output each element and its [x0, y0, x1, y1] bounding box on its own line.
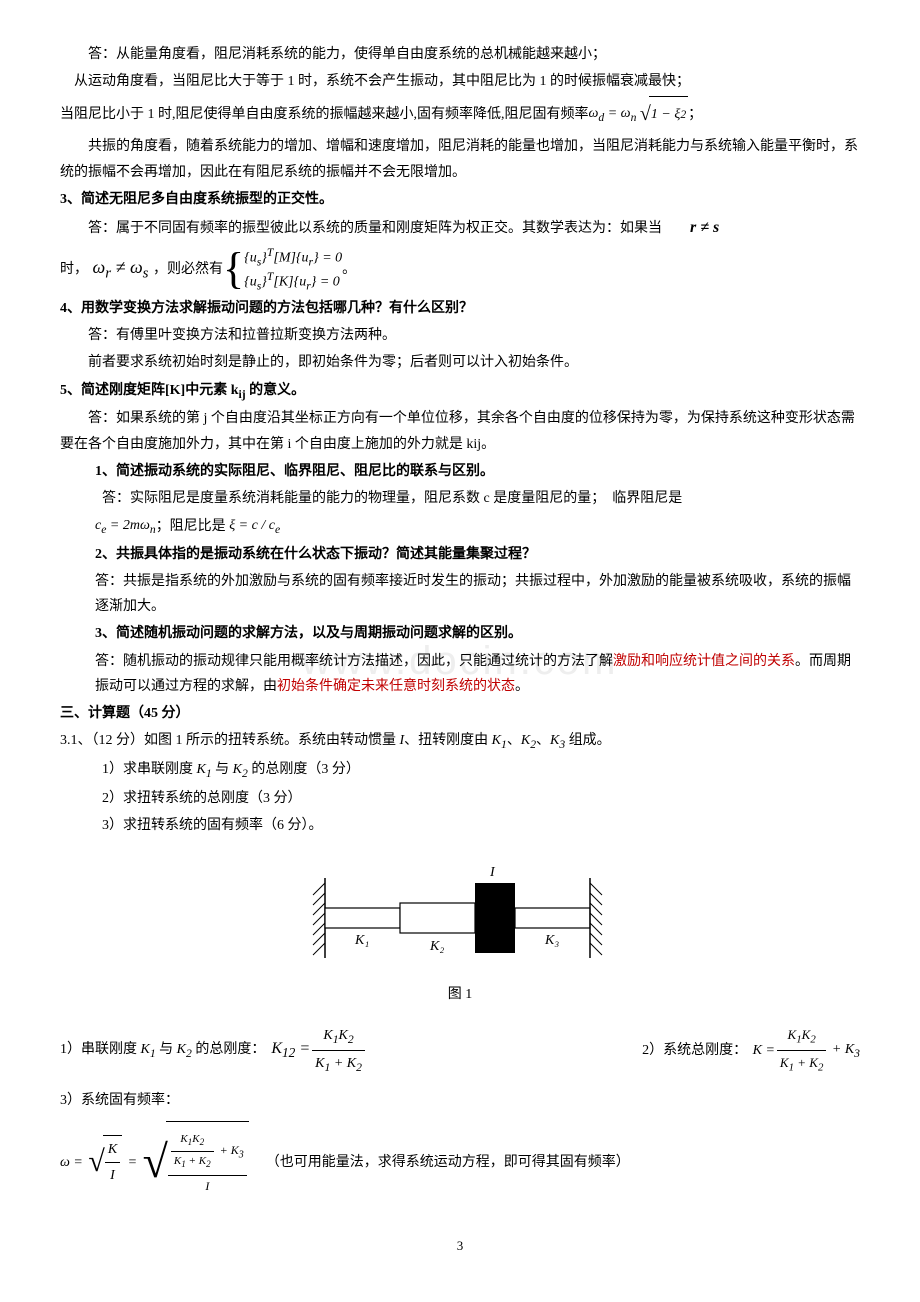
- answer-2: 2）系统总刚度： K = K1K2 K1 + K2 + K3: [642, 1023, 860, 1078]
- a1-den: K1 + K2: [312, 1051, 365, 1078]
- a2-den: K1 + K2: [777, 1051, 826, 1078]
- text-mid: ；阻尼比是: [156, 514, 226, 539]
- answer-sub1-formula: ce = 2mωn ；阻尼比是 ξ = c / ce: [60, 513, 860, 540]
- label-a1: 1）串联刚度 K1 与 K2 的总刚度：: [60, 1037, 265, 1064]
- answer-sub3: 答：随机振动的振动规律只能用概率统计方法描述，因此，只能通过统计的方法了解激励和…: [60, 649, 860, 699]
- answer-3-formula: ω = √ K I = √ K1K2 K1 + K2 + K3 I: [60, 1121, 860, 1204]
- omega: ω =: [60, 1150, 86, 1175]
- formula-omega-neq: ωr ≠ ωs: [88, 251, 153, 288]
- text-shi: 时，: [60, 257, 88, 282]
- q3-1-2: 2）求扭转系统的总刚度（3 分）: [60, 786, 860, 811]
- formula-xi: ξ = c / ce: [226, 513, 280, 540]
- answer-orthogonality-2: 时， ωr ≠ ωs ，则必然有 { {us}T[M]{ur} = 0 {us}…: [60, 245, 860, 294]
- text-post: 临界阻尼是: [612, 486, 682, 511]
- a2-num: K1K2: [777, 1023, 826, 1051]
- subheading-2: 2、共振具体指的是振动系统在什么状态下振动？简述其能量集聚过程？: [60, 542, 860, 567]
- label-a2: 2）系统总刚度：: [642, 1038, 747, 1063]
- text-pre: 答：实际阻尼是度量系统消耗能量的能力的物理量，阻尼系数 c 是度量阻尼的量；: [102, 486, 605, 511]
- answer-4a: 答：有傅里叶变换方法和拉普拉斯变换方法两种。: [60, 323, 860, 348]
- subheading-3: 3、简述随机振动问题的求解方法，以及与周期振动问题求解的区别。: [60, 621, 860, 646]
- brace-line-2: {us}T[K]{ur} = 0: [244, 269, 342, 294]
- answer-sub2: 答：共振是指系统的外加激励与系统的固有频率接近时发生的振动；共振过程中，外加激励…: [60, 569, 860, 619]
- diagram-figure-1: K₁ K₂ I K₃: [60, 858, 860, 977]
- a1-num: K1K2: [312, 1023, 365, 1051]
- text-then: ，则必然有: [153, 257, 223, 282]
- q3-1: 3.1、（12 分）如图 1 所示的扭转系统。系统由转动惯量 I、扭转刚度由 K…: [60, 728, 860, 755]
- svg-text:K₃: K₃: [544, 933, 559, 948]
- a1-frac: K1K2 K1 + K2: [312, 1023, 365, 1078]
- svg-text:K₁: K₁: [354, 933, 369, 948]
- answer-sub1: 答：实际阻尼是度量系统消耗能量的能力的物理量，阻尼系数 c 是度量阻尼的量； 临…: [60, 486, 860, 511]
- answer-resonance: 共振的角度看，随着系统能力的增加、增幅和速度增加，阻尼消耗的能量也增加，当阻尼消…: [60, 134, 860, 184]
- page-number: 3: [60, 1234, 860, 1257]
- section-3: 三、计算题（45 分）: [60, 701, 860, 726]
- subheading-1: 1、简述振动系统的实际阻尼、临界阻尼、阻尼比的联系与区别。: [60, 459, 860, 484]
- a2-plus: + K3: [828, 1037, 860, 1064]
- answer-orthogonality: 答：属于不同固有频率的振型彼此以系统的质量和刚度矩阵为权正交。其数学表达为：如果…: [60, 214, 860, 243]
- q3-1-1: 1）求串联刚度 K1 与 K2 的总刚度（3 分）: [60, 757, 860, 784]
- sqrt-1: √ K I: [88, 1135, 122, 1189]
- a2-frac: K1K2 K1 + K2: [777, 1023, 826, 1078]
- text-pre: 当阻尼比小于 1 时,阻尼使得单自由度系统的振幅越来越小,固有频率降低,阻尼固有…: [60, 102, 589, 127]
- answer-5: 答：如果系统的第 j 个自由度沿其坐标正方向有一个单位位移，其余各个自由度的位移…: [60, 406, 860, 456]
- a1-lhs: K12 =: [267, 1035, 310, 1065]
- eq2: =: [124, 1150, 140, 1175]
- heading-3: 3、简述无阻尼多自由度系统振型的正交性。: [60, 187, 860, 212]
- text-c: 。: [515, 679, 529, 694]
- answer-motion: 从运动角度看，当阻尼比大于等于 1 时，系统不会产生振动，其中阻尼比为 1 的时…: [60, 69, 860, 94]
- text-pre: 答：属于不同固有频率的振型彼此以系统的质量和刚度矩阵为权正交。其数学表达为：如果…: [60, 216, 662, 241]
- answer-4b: 前者要求系统初始时刻是静止的，即初始条件为零；后者则可以计入初始条件。: [60, 350, 860, 375]
- diagram-svg: K₁ K₂ I K₃: [295, 858, 625, 968]
- brace-line-1: {us}T[M]{ur} = 0: [244, 245, 342, 270]
- answer-1: 1）串联刚度 K1 与 K2 的总刚度： K12 = K1K2 K1 + K2: [60, 1023, 365, 1078]
- text-a: 答：随机振动的振动规律只能用概率统计方法描述，因此，只能通过统计的方法了解: [95, 654, 613, 669]
- formula-omega-d: ωd = ωn √1 − ξ2: [589, 96, 689, 132]
- answer-damping-ratio: 当阻尼比小于 1 时,阻尼使得单自由度系统的振幅越来越小,固有频率降低,阻尼固有…: [60, 96, 860, 132]
- brace-block: { {us}T[M]{ur} = 0 {us}T[K]{ur} = 0: [223, 245, 342, 294]
- period: 。: [342, 257, 356, 282]
- q3-1-3: 3）求扭转系统的固有频率（6 分）。: [60, 813, 860, 838]
- sqrt-2: √ K1K2 K1 + K2 + K3 I: [143, 1121, 249, 1204]
- formula-ce: ce = 2mωn: [95, 513, 156, 540]
- heading-4: 4、用数学变换方法求解振动问题的方法包括哪几种？有什么区别？: [60, 296, 860, 321]
- formula-r-neq-s: r ≠ s: [662, 214, 719, 243]
- text-post: ；: [688, 102, 702, 127]
- a2-lhs: K =: [749, 1038, 775, 1063]
- note: （也可用能量法，求得系统运动方程，即可得其固有频率）: [266, 1150, 630, 1175]
- heading-5: 5、简述刚度矩阵[K]中元素 kij 的意义。: [60, 378, 860, 405]
- text-red1: 激励和响应统计值之间的关系: [613, 654, 795, 669]
- diagram-caption: 图 1: [60, 982, 860, 1007]
- answer-energy: 答：从能量角度看，阻尼消耗系统的能力，使得单自由度系统的总机械能越来越小；: [60, 42, 860, 67]
- answer-3-label: 3）系统固有频率：: [60, 1088, 860, 1113]
- svg-text:I: I: [489, 865, 496, 880]
- text-red2: 初始条件确定未来任意时刻系统的状态: [277, 679, 515, 694]
- svg-text:K₂: K₂: [429, 939, 444, 954]
